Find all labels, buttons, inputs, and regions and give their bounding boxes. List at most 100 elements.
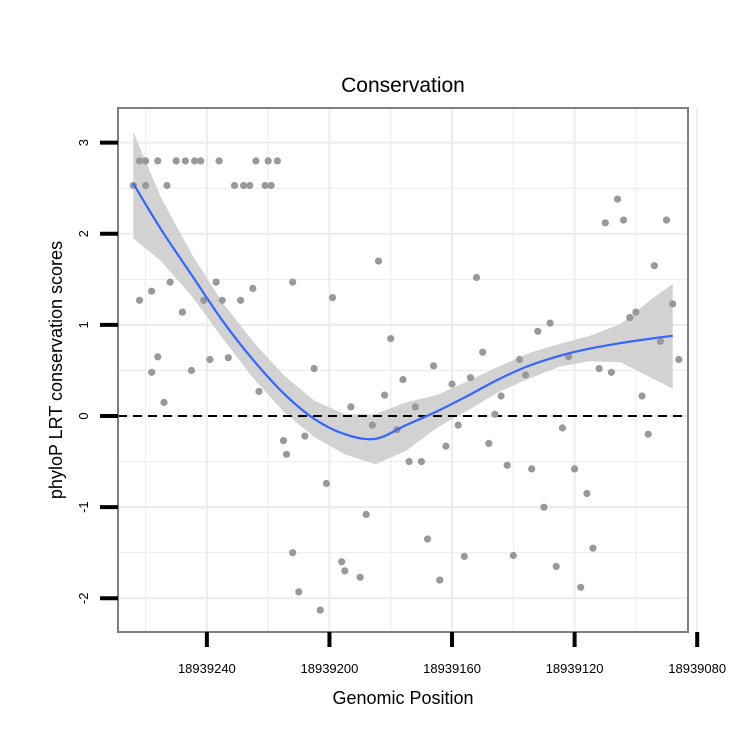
data-point: [178, 308, 186, 316]
data-point: [509, 551, 517, 560]
data-point: [503, 461, 511, 469]
data-point: [267, 181, 275, 190]
data-point: [237, 296, 245, 304]
data-point: [436, 576, 444, 584]
data-point: [160, 398, 168, 406]
data-point: [656, 337, 665, 345]
data-point: [558, 424, 567, 432]
data-point: [273, 157, 281, 165]
data-point: [322, 479, 330, 488]
data-point: [282, 450, 291, 458]
data-point: [218, 296, 226, 304]
data-point: [552, 562, 560, 571]
data-point: [200, 296, 208, 304]
data-point: [301, 432, 309, 440]
data-point: [224, 354, 232, 362]
data-point: [142, 181, 150, 190]
data-point: [142, 157, 150, 165]
data-point: [316, 606, 324, 614]
data-point: [589, 544, 597, 552]
y-tick-label: 3: [76, 139, 91, 146]
x-axis-label: Genomic Position: [332, 688, 473, 708]
data-point: [249, 284, 257, 292]
data-point: [497, 392, 505, 400]
data-point: [341, 567, 349, 575]
data-point: [601, 219, 609, 227]
y-axis-label: phyloP LRT conservation scores: [46, 241, 66, 499]
data-point: [197, 157, 205, 165]
data-point: [206, 355, 214, 364]
data-point: [154, 353, 162, 361]
data-point: [460, 552, 468, 561]
data-point: [246, 181, 254, 190]
data-point: [264, 157, 272, 165]
data-point: [650, 262, 658, 270]
data-point: [411, 403, 419, 411]
data-point: [187, 366, 196, 375]
data-point: [583, 489, 591, 498]
y-tick-label: 2: [76, 230, 91, 237]
data-point: [356, 573, 364, 581]
data-point: [166, 278, 174, 286]
data-point: [417, 458, 425, 466]
data-point: [577, 583, 585, 591]
data-point: [479, 348, 487, 356]
data-point: [289, 278, 297, 286]
data-point: [374, 257, 383, 265]
data-point: [620, 216, 628, 224]
data-point: [252, 157, 260, 165]
data-point: [595, 365, 603, 373]
data-point: [546, 319, 554, 327]
data-point: [135, 157, 144, 165]
data-point: [515, 355, 524, 364]
data-point: [310, 365, 318, 373]
data-point: [338, 558, 346, 566]
data-point: [399, 376, 407, 384]
data-point: [172, 157, 180, 165]
data-point: [607, 368, 616, 376]
data-point: [430, 362, 438, 370]
data-point: [491, 410, 499, 418]
data-point: [644, 430, 652, 438]
data-point: [362, 510, 370, 518]
data-point: [215, 157, 223, 165]
data-point: [528, 465, 536, 473]
y-tick-label: 0: [76, 412, 91, 419]
data-point: [148, 287, 156, 295]
scatter-points-layer: [129, 157, 683, 614]
data-point: [279, 437, 288, 445]
grid-layer: [118, 108, 699, 632]
data-point: [454, 421, 462, 429]
confidence-band-layer: [133, 131, 673, 465]
data-point: [381, 391, 389, 399]
data-point: [368, 421, 376, 429]
data-point: [613, 195, 622, 203]
data-point: [571, 465, 579, 473]
data-point: [387, 335, 395, 343]
data-point: [347, 403, 355, 411]
data-point: [295, 588, 303, 596]
chart-title: Conservation: [341, 74, 465, 97]
data-point: [148, 368, 156, 376]
panel-border: [117, 107, 689, 633]
data-point: [181, 157, 189, 165]
data-point: [540, 503, 548, 511]
data-point: [328, 294, 337, 302]
data-point: [423, 535, 432, 543]
data-point: [632, 308, 640, 316]
data-point: [261, 181, 269, 190]
data-point: [669, 300, 677, 308]
data-point: [675, 355, 683, 364]
smooth-line-layer: [132, 183, 673, 441]
y-tick-label: -1: [76, 501, 91, 513]
data-point: [442, 442, 450, 450]
data-point: [485, 439, 493, 447]
data-point: [212, 278, 220, 286]
x-tick-label: 18939240: [178, 661, 236, 676]
data-point: [163, 181, 171, 190]
data-point: [522, 371, 530, 379]
data-point: [626, 314, 634, 322]
axis-ticks-layer: 18939240 18939200 18939160 18939120 18939080…: [76, 139, 726, 676]
data-point: [472, 273, 481, 282]
